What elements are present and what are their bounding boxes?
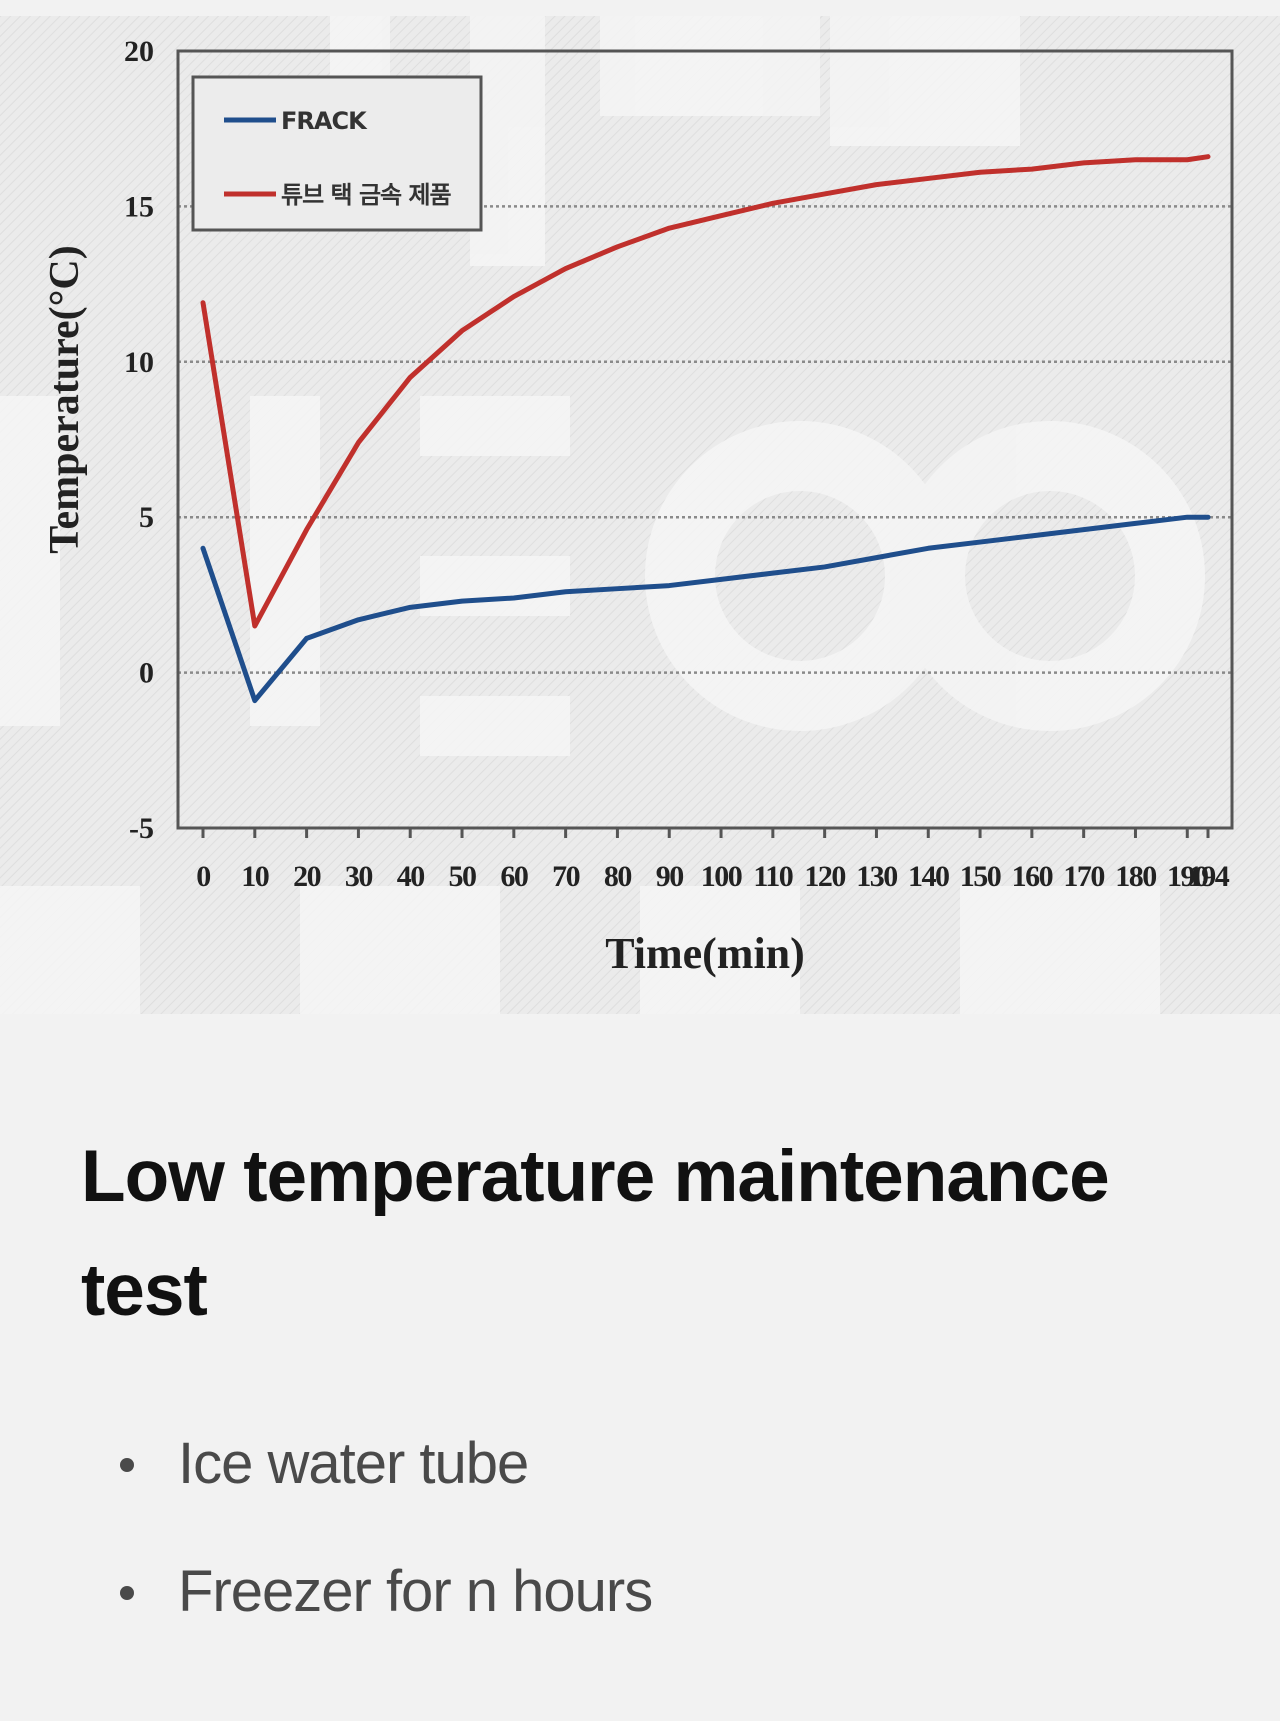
x-tick-label: 160 xyxy=(1012,860,1053,893)
plot-area: -5 0 5 10 15 20 0 10 20 30 40 50 60 70 80 90 100 110 120 13… xyxy=(42,35,1234,978)
bullet-text: Freezer for n hours xyxy=(178,1559,653,1624)
series-line xyxy=(200,154,1211,629)
card-title: Low temperature maintenance test xyxy=(81,1136,1110,1331)
bullet-item: Freezer for n hours xyxy=(0,1528,1280,1656)
x-tick-label: 170 xyxy=(1063,860,1104,893)
x-tick-label: 0 xyxy=(196,860,210,893)
plot-frame xyxy=(176,49,1234,830)
x-tick-label: 30 xyxy=(345,860,373,893)
temperature-chart: -5 0 5 10 15 20 0 10 20 30 40 50 60 70 80 90 100 110 120 13… xyxy=(0,16,1280,1014)
x-tick-label: 70 xyxy=(552,860,580,893)
y-tick-label: -5 xyxy=(129,812,154,845)
y-tick-label: 20 xyxy=(124,35,154,68)
legend-label: 튜브 택 금속 제품 xyxy=(281,181,452,209)
x-tick-label: 60 xyxy=(500,860,528,893)
chart-figure: -5 0 5 10 15 20 0 10 20 30 40 50 60 70 80 90 100 110 120 13… xyxy=(0,16,1280,1014)
x-tick-label: 100 xyxy=(701,860,742,893)
bullet-item: Ice water tube xyxy=(0,1400,1280,1528)
legend-box xyxy=(191,75,483,232)
x-tick-label: 190 xyxy=(1167,860,1208,893)
series-line xyxy=(200,514,1211,704)
x-tick-label: 120 xyxy=(804,860,845,893)
x-tick-label: 150 xyxy=(960,860,1001,893)
y-tick-label: 5 xyxy=(139,501,154,534)
x-axis-label: Time(min) xyxy=(605,929,805,978)
bullet-dot xyxy=(120,1586,134,1600)
y-tick-label: 15 xyxy=(124,190,154,223)
x-tick-label: 194 xyxy=(1188,860,1230,893)
bullet-text: Ice water tube xyxy=(178,1431,529,1496)
watermark-shapes xyxy=(0,16,1205,1014)
bullet-dot xyxy=(120,1458,134,1472)
y-tick-label: 0 xyxy=(139,657,154,690)
legend-label: FRACK xyxy=(281,107,368,135)
x-tick-label: 50 xyxy=(449,860,477,893)
y-tick-label: 10 xyxy=(124,346,154,379)
x-tick-label: 90 xyxy=(656,860,684,893)
x-tick-label: 80 xyxy=(604,860,632,893)
x-tick-label: 110 xyxy=(753,860,792,893)
x-tick-label: 140 xyxy=(908,860,949,893)
x-tick-label: 130 xyxy=(856,860,897,893)
x-tick-label: 180 xyxy=(1115,860,1156,893)
x-tick-label: 20 xyxy=(293,860,321,893)
x-tick-label: 10 xyxy=(241,860,269,893)
y-axis-label: Temperature(°C) xyxy=(42,245,88,553)
bullet-list: Ice water tube Freezer for n hours xyxy=(0,1400,1280,1656)
x-tick-label: 40 xyxy=(397,860,425,893)
